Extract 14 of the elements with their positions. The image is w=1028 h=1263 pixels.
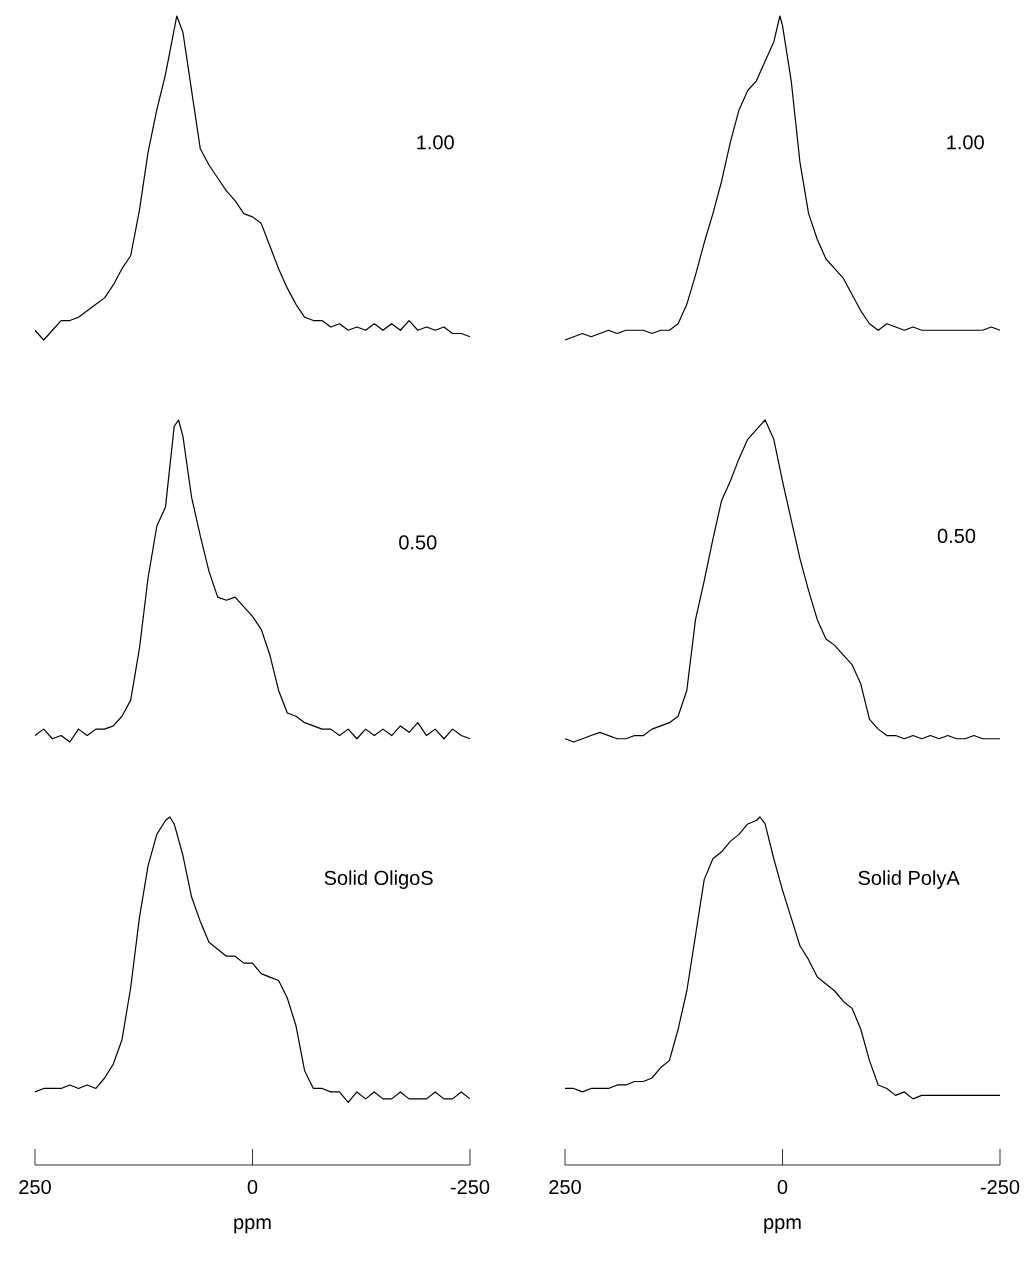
annotation: Solid OligoS — [324, 870, 433, 889]
x-tick-label: 250 — [19, 1179, 51, 1195]
x-axis-title: ppm — [764, 1218, 801, 1234]
x-axis-title: ppm — [234, 1218, 271, 1234]
x-tick-label: 0 — [247, 1179, 258, 1195]
annotation: 1.00 — [417, 135, 454, 150]
x-tick-label: 250 — [549, 1179, 581, 1195]
annotation: 0.50 — [937, 528, 976, 543]
annotation: 1.00 — [947, 135, 984, 150]
x-tick-label: 0 — [777, 1179, 788, 1195]
x-tick-label: -250 — [980, 1179, 1020, 1195]
annotation: Solid PolyA — [858, 870, 960, 889]
annotation: 0.50 — [399, 535, 437, 550]
x-tick-label: -250 — [450, 1179, 490, 1195]
